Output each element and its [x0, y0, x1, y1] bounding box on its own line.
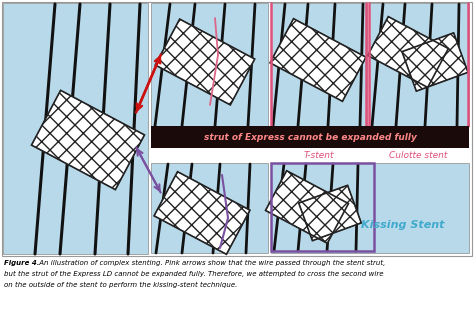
Text: strut of Express cannot be expanded fully: strut of Express cannot be expanded full… — [203, 133, 417, 142]
Bar — [369, 3, 469, 126]
Polygon shape — [31, 90, 145, 190]
Polygon shape — [299, 185, 361, 241]
Bar — [151, 126, 469, 148]
Polygon shape — [368, 17, 448, 87]
Text: An illustration of complex stenting. Pink arrows show that the wire passed throu: An illustration of complex stenting. Pin… — [37, 260, 385, 266]
Bar — [271, 163, 374, 251]
Bar — [2, 2, 472, 256]
Polygon shape — [402, 33, 468, 91]
Text: but the strut of the Express LD cannot be expanded fully. Therefore, we attempte: but the strut of the Express LD cannot b… — [4, 271, 383, 277]
Polygon shape — [154, 172, 250, 254]
Text: Figure 4.: Figure 4. — [4, 260, 39, 266]
Bar — [271, 3, 367, 126]
Text: on the outside of the stent to perform the kissing-stent technique.: on the outside of the stent to perform t… — [4, 282, 237, 288]
Text: T-stent: T-stent — [304, 152, 334, 160]
Polygon shape — [265, 171, 348, 243]
Bar — [151, 163, 268, 253]
Bar — [3, 3, 148, 254]
Bar — [271, 163, 469, 253]
Bar — [151, 3, 268, 126]
Text: Culotte stent: Culotte stent — [389, 152, 447, 160]
Polygon shape — [270, 19, 366, 101]
Polygon shape — [155, 19, 255, 105]
Text: Kissing Stent: Kissing Stent — [361, 220, 445, 230]
